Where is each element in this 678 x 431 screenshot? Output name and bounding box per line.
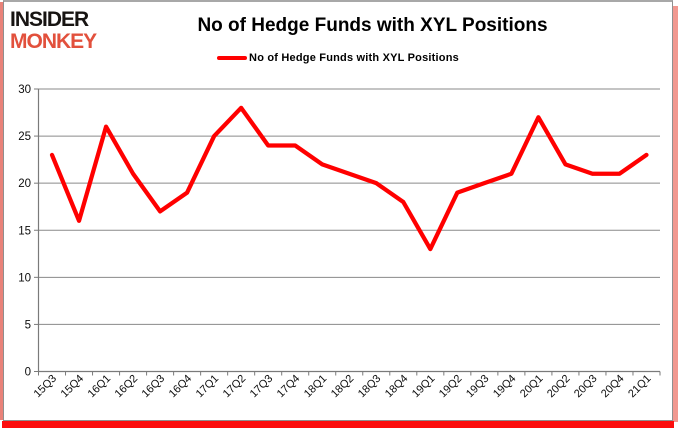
legend-line-swatch [217, 56, 248, 60]
x-tick-label-18Q4: 18Q4 [383, 373, 411, 401]
x-tick-label-20Q4: 20Q4 [599, 373, 627, 401]
x-tick-label-21Q1: 21Q1 [626, 373, 654, 401]
legend-label: No of Hedge Funds with XYL Positions [249, 52, 459, 64]
frame-edge-right [673, 6, 678, 422]
frame-edge-left [0, 2, 3, 420]
x-tick-label-18Q3: 18Q3 [356, 373, 384, 401]
chart-title: No of Hedge Funds with XYL Positions [197, 15, 548, 36]
chart-frame [3, 0, 673, 421]
x-tick-label-15Q3: 15Q3 [32, 373, 60, 401]
x-tick-label-16Q2: 16Q2 [113, 373, 141, 401]
y-tick-label-10: 10 [18, 272, 31, 284]
x-tick-label-16Q4: 16Q4 [167, 373, 195, 401]
series-line-hedge-funds [49, 105, 649, 252]
x-tick-label-20Q3: 20Q3 [572, 373, 600, 401]
x-tick-label-19Q1: 19Q1 [410, 373, 438, 401]
x-tick-label-17Q4: 17Q4 [275, 373, 303, 401]
x-tick-label-17Q1: 17Q1 [194, 373, 222, 401]
chart-legend: No of Hedge Funds with XYL Positions [3, 52, 673, 64]
x-tick-label-17Q3: 17Q3 [248, 373, 276, 401]
y-tick-label-15: 15 [18, 225, 31, 237]
x-tick-label-16Q3: 16Q3 [140, 373, 168, 401]
y-tick-label-5: 5 [25, 319, 31, 331]
x-tick-label-19Q3: 19Q3 [464, 373, 492, 401]
x-tick-label-19Q4: 19Q4 [491, 373, 519, 401]
x-tick-label-19Q2: 19Q2 [437, 373, 465, 401]
x-tick-label-16Q1: 16Q1 [86, 373, 114, 401]
x-tick-label-20Q1: 20Q1 [518, 373, 546, 401]
x-tick-label-15Q4: 15Q4 [59, 373, 87, 401]
insider-monkey-logo: INSIDER MONKEY [10, 8, 97, 53]
frame-edge-bottom [2, 421, 674, 428]
x-tick-label-17Q2: 17Q2 [221, 373, 249, 401]
x-tick-label-18Q2: 18Q2 [329, 373, 357, 401]
y-tick-label-30: 30 [18, 84, 31, 96]
y-tick-label-25: 25 [18, 131, 31, 143]
logo-text-monkey: MONKEY [10, 30, 97, 53]
x-tick-label-20Q2: 20Q2 [545, 373, 573, 401]
y-tick-label-0: 0 [25, 367, 31, 379]
logo-text-insider: INSIDER [10, 8, 89, 31]
y-tick-label-20: 20 [18, 178, 31, 190]
x-tick-label-18Q1: 18Q1 [302, 373, 330, 401]
